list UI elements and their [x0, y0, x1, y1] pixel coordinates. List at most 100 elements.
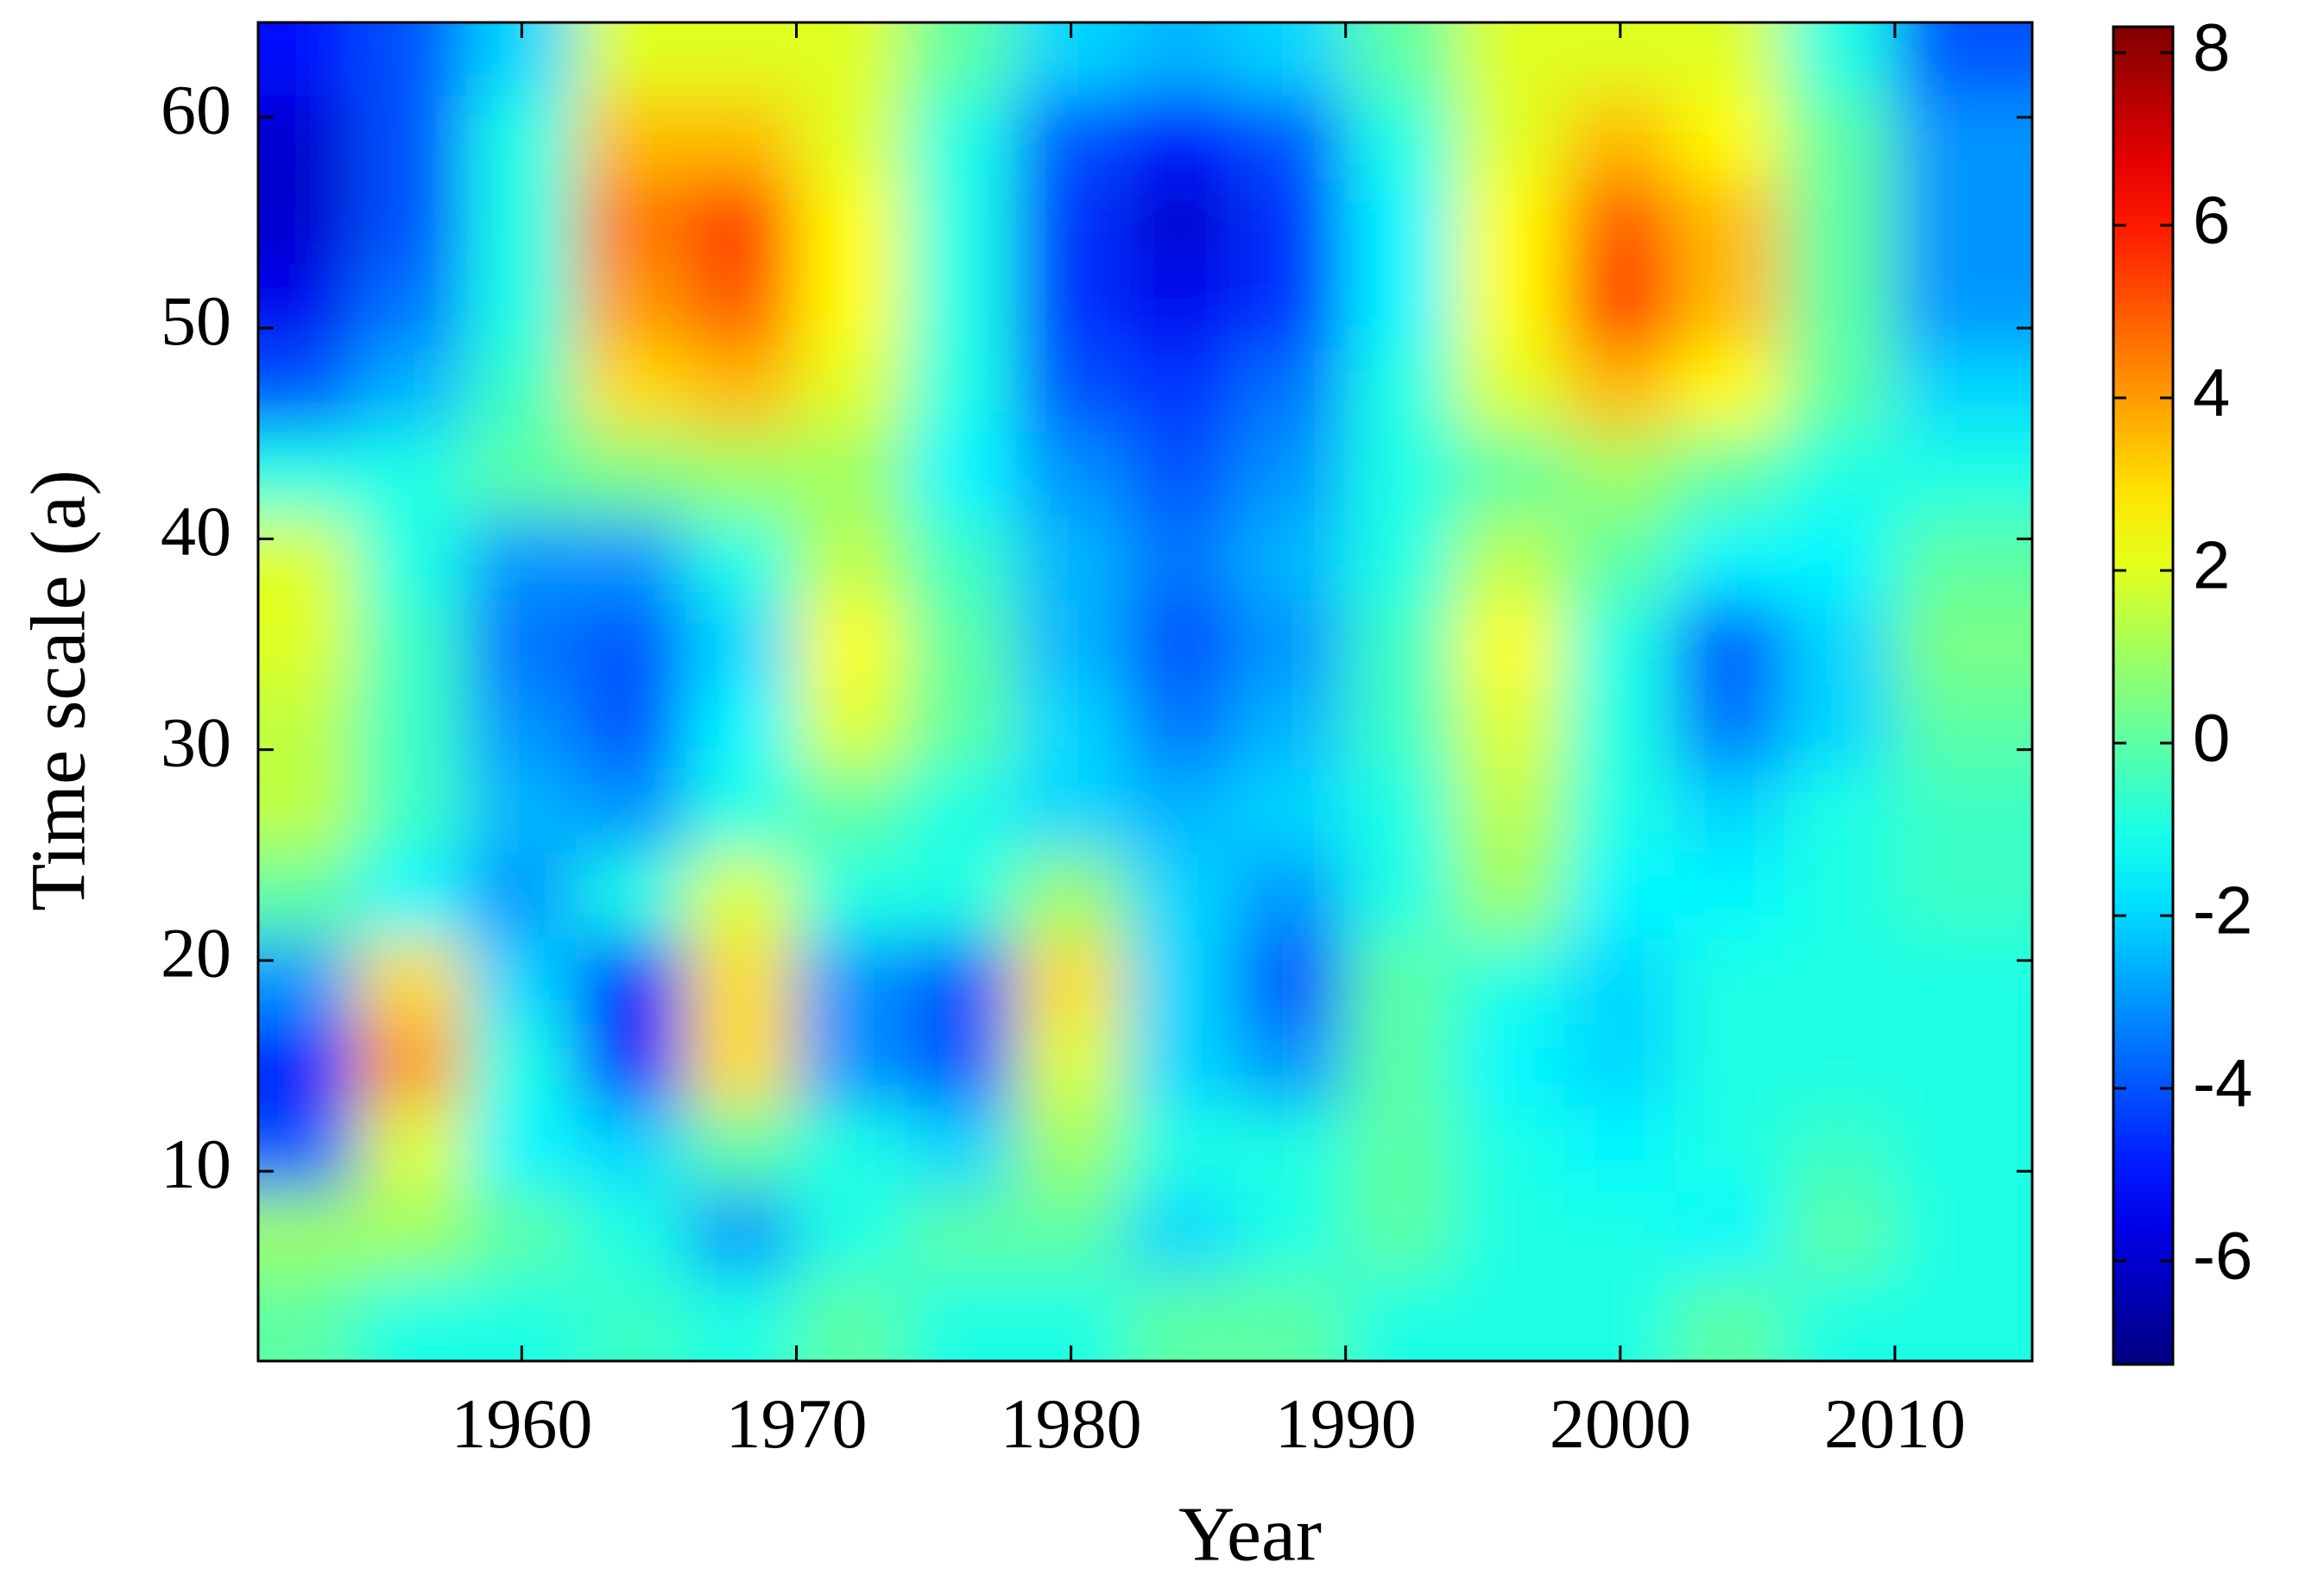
heatmap-cell [905, 348, 1017, 435]
y-tick-label: 20 [161, 914, 231, 992]
heatmap-cell [1674, 1276, 1786, 1361]
heatmap-cell [1784, 432, 1896, 519]
heatmap-cell [685, 1191, 798, 1278]
y-tick-label: 40 [161, 492, 231, 570]
heatmap-cell [685, 601, 798, 688]
heatmap-cell [1125, 601, 1237, 688]
heatmap-cell [795, 180, 907, 266]
heatmap-cell [1344, 1276, 1456, 1361]
heatmap-cell [1564, 601, 1677, 688]
heatmap-cell [1893, 770, 2032, 856]
heatmap-cell [465, 601, 578, 688]
heatmap-cell [905, 601, 1017, 688]
heatmap-cell [1454, 1276, 1567, 1361]
heatmap-cell [1564, 1023, 1677, 1109]
heatmap-cell [258, 685, 358, 772]
heatmap-cell [1235, 1106, 1347, 1194]
heatmap-cell [1674, 770, 1786, 856]
heatmap-cell [795, 95, 907, 182]
heatmap-cell [1014, 770, 1127, 856]
heatmap-cell [258, 854, 358, 941]
heatmap-cell [258, 1191, 358, 1278]
heatmap-cell [1344, 432, 1456, 519]
heatmap-cell [1235, 770, 1347, 856]
heatmap-cell [685, 938, 798, 1025]
heatmap-cell [1014, 1106, 1127, 1194]
heatmap-cell [685, 95, 798, 182]
heatmap-cell [1454, 1023, 1567, 1109]
heatmap-cell [356, 938, 468, 1025]
heatmap-cell [1893, 432, 2032, 519]
heatmap-cell [905, 22, 1017, 98]
colorbar-tick-label: 2 [2193, 527, 2230, 603]
heatmap-cell [795, 1191, 907, 1278]
heatmap-cell [1454, 22, 1567, 98]
heatmap-cell [905, 516, 1017, 603]
heatmap-cell [1564, 95, 1677, 182]
heatmap-cell [1564, 685, 1677, 772]
heatmap-cell [1344, 770, 1456, 856]
y-axis-label: Time scale (a) [16, 469, 102, 911]
heatmap-cell [1125, 348, 1237, 435]
heatmap-cell [1784, 1023, 1896, 1109]
heatmap-cell [1784, 180, 1896, 266]
heatmap-cell [1014, 432, 1127, 519]
heatmap-cell [795, 1276, 907, 1361]
heatmap-cell [1674, 1191, 1786, 1278]
heatmap-cell [1893, 685, 2032, 772]
heatmap-cell [1125, 516, 1237, 603]
heatmap-cell [1893, 854, 2032, 941]
x-tick-label: 2010 [1824, 1384, 1966, 1463]
heatmap-cell [1784, 95, 1896, 182]
heatmap-cell [1893, 516, 2032, 603]
heatmap-cell [1674, 180, 1786, 266]
heatmap-cell [1784, 770, 1896, 856]
heatmap-cell [795, 1023, 907, 1109]
heatmap-cell [465, 938, 578, 1025]
heatmap-cell [905, 263, 1017, 350]
heatmap-cell [1454, 685, 1567, 772]
heatmap-cell [356, 854, 468, 941]
colorbar [2112, 25, 2175, 1366]
heatmap-cell [1344, 348, 1456, 435]
heatmap-cell [905, 938, 1017, 1025]
y-tick-label: 30 [161, 703, 231, 781]
heatmap-cell [1125, 263, 1237, 350]
heatmap-cell [465, 685, 578, 772]
heatmap-cell [1674, 516, 1786, 603]
heatmap-cell [356, 1191, 468, 1278]
colorbar-tick-label: -4 [2193, 1045, 2252, 1121]
heatmap-cell [1674, 854, 1786, 941]
heatmap-cell [1454, 432, 1567, 519]
heatmap-cell [905, 95, 1017, 182]
heatmap-cell [465, 22, 578, 98]
heatmap-cell [1454, 1106, 1567, 1194]
heatmap-cell [356, 263, 468, 350]
heatmap-cell [1893, 1023, 2032, 1109]
heatmap-cell [795, 348, 907, 435]
heatmap-cell [1564, 432, 1677, 519]
heatmap-cell [576, 95, 688, 182]
heatmap-cell [356, 601, 468, 688]
heatmap-cell [1235, 1023, 1347, 1109]
heatmap-cell [576, 1276, 688, 1361]
heatmap-cell [1893, 938, 2032, 1025]
heatmap-cell [1014, 263, 1127, 350]
heatmap-cell [1564, 938, 1677, 1025]
heatmap-cell [258, 1106, 358, 1194]
y-tick-label: 60 [161, 71, 231, 149]
heatmap-cell [1014, 854, 1127, 941]
heatmap-cell [356, 770, 468, 856]
x-axis-label: Year [1178, 1492, 1322, 1578]
heatmap-cell [1014, 95, 1127, 182]
heatmap-cell [1893, 601, 2032, 688]
heatmap-cell [795, 22, 907, 98]
heatmap-cell [685, 263, 798, 350]
heatmap-cell [1235, 516, 1347, 603]
heatmap-cell [1454, 938, 1567, 1025]
heatmap-cell [1564, 770, 1677, 856]
heatmap-cell [1125, 1106, 1237, 1194]
x-tick-label: 1980 [1001, 1384, 1142, 1463]
heatmap-cell [795, 1106, 907, 1194]
heatmap-cell [1125, 1023, 1237, 1109]
